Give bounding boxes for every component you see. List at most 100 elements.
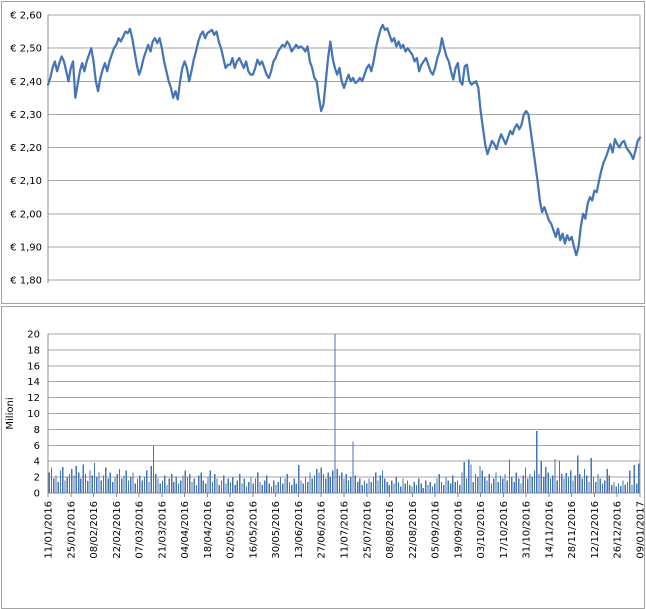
volume-bar [239,473,241,493]
volume-bar [613,481,615,493]
volume-bar [180,480,182,493]
volume-bar [146,470,148,493]
volume-bar [87,481,89,493]
volume-bar [263,480,266,493]
volume-bar [359,478,361,493]
volume-bar [377,480,379,493]
volume-bar [293,478,295,493]
x-axis-date-label: 08/02/2016 [89,501,100,559]
volume-bar [472,481,474,493]
volume-bar [620,485,622,493]
volume-bar [268,483,270,493]
volume-bar [565,473,567,494]
volume-bar [168,478,170,493]
volume-bar [604,480,606,493]
volume-unit-label: Milioni [5,397,16,429]
volume-bar [96,477,98,493]
price-line-chart[interactable]: € 2,60 € 2,50 € 2,40 € 2,30 € 2,20 € 2,10 € 2,… [1,1,645,304]
volume-bar [182,475,184,493]
volume-bar [345,473,347,493]
volume-y-axis-label: 12 [27,393,40,404]
volume-bar [93,462,96,493]
volume-bar-chart[interactable]: 20 18 16 14 12 10 8 6 4 2 0 Milioni 11/01/2016 25/01/… [1,306,645,609]
volume-bar [563,478,565,493]
volume-bar [143,477,146,493]
volume-bar [465,478,468,493]
volume-bar [107,478,109,493]
volume-bar [100,480,102,493]
volume-bar [504,473,506,493]
volume-bar [468,459,470,493]
volume-y-axis-label: 4 [34,457,40,468]
volume-bar [511,477,513,493]
volume-bar [449,483,452,493]
volume-bar [161,480,164,493]
volume-bar [220,480,223,493]
volume-bar [225,483,227,493]
volume-bar [611,485,613,493]
volume-bar [84,473,87,493]
volume-bar [111,481,114,493]
volume-bar [456,480,459,493]
volume-bar [207,477,209,493]
volume-bar [130,477,132,493]
volume-bar [379,475,381,493]
volume-bar [277,481,279,493]
volume-bar [488,473,490,493]
volume-bar [118,469,121,493]
volume-bar [248,481,250,493]
volume-y-axis-label: 10 [27,409,40,420]
volume-bar [300,480,302,493]
volume-bar [356,481,359,493]
volume-bar [279,477,282,493]
volume-bar [384,478,386,493]
x-axis-date-label: 22/08/2016 [408,501,419,559]
volume-bar [404,483,406,493]
volume-bar [522,475,524,493]
volume-bar [631,485,633,493]
volume-bar [232,477,234,493]
volume-bar [434,483,436,493]
volume-bar [252,483,254,493]
volume-bar [55,475,57,493]
volume-bar [461,472,463,493]
volume-bar [286,473,288,493]
volume-bar [590,458,592,493]
volume-bar [352,441,354,493]
volume-bar [388,485,391,493]
volume-bar [123,475,125,493]
volume-bar [583,469,586,493]
volume-bar [304,477,307,493]
volume-bar [270,486,273,493]
volume-bar [540,461,542,493]
volume-bar [327,472,329,493]
volume-bar [513,481,515,493]
price-y-axis-label: € 2,50 [10,44,42,55]
volume-bar [470,464,472,493]
volume-bar [316,469,318,493]
volume-bar [499,475,502,493]
volume-bar [343,478,345,493]
volume-bar [422,488,425,493]
volume-bar [236,480,239,493]
volume-bar [204,483,207,493]
volume-bar [615,486,617,493]
volume-bar [629,470,631,493]
volume-bar [508,459,511,493]
volume-y-axis-label: 18 [27,345,40,356]
volume-bar [542,477,545,493]
volume-bar [245,486,248,493]
price-y-axis-label: € 1,80 [10,276,42,287]
volume-bar [447,480,449,493]
volume-bar [481,470,484,493]
volume-bar [150,465,152,493]
volume-bar [533,470,536,493]
x-axis-date-label: 17/10/2016 [499,501,510,559]
volume-bar [148,481,150,493]
volume-bar [164,475,166,493]
volume-bar [411,486,413,493]
volume-bar [483,477,486,493]
volume-bar [341,472,343,493]
price-y-axis-label: € 2,20 [10,143,42,154]
volume-bar [302,483,304,493]
